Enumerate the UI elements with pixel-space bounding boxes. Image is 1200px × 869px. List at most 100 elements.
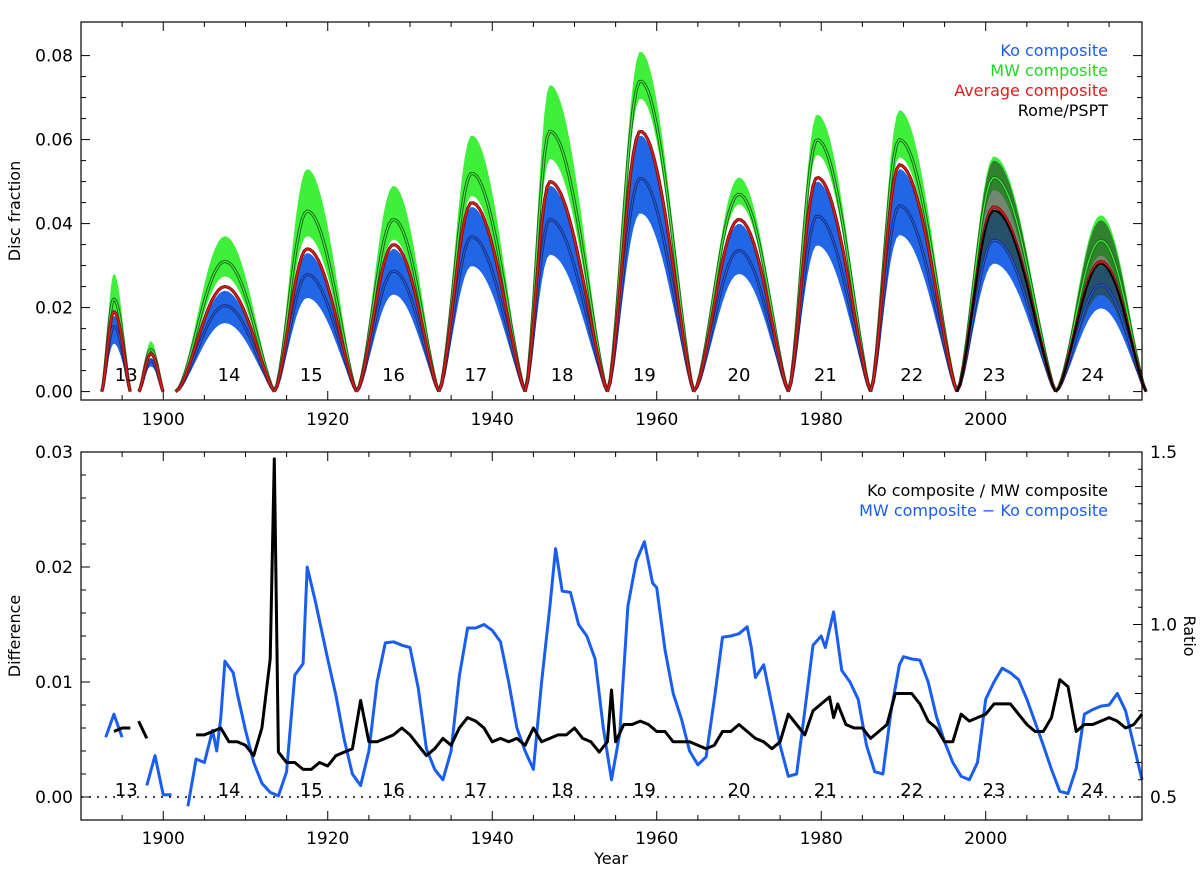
top-x-tick-label: 1920: [306, 410, 349, 430]
bottom-cycle-label: 24: [1081, 780, 1104, 801]
average-composite-line-inner: [100, 311, 131, 392]
mw-composite-line-inner: [693, 193, 789, 392]
difference-series-line: [145, 754, 172, 797]
bottom-y2-tick-label: 1.0: [1150, 616, 1177, 636]
bottom-x-axis-title: Year: [593, 849, 628, 868]
top-x-tick-label: 1980: [800, 410, 843, 430]
top-cycle-label: 15: [300, 365, 323, 386]
mw-composite-band: [175, 236, 275, 392]
ko-composite-line-inner: [524, 218, 608, 392]
top-y-tick-label: 0.02: [35, 299, 73, 319]
top-x-tick-label: 1900: [142, 410, 185, 430]
legend-ratio: Ko composite / MW composite: [867, 481, 1108, 500]
mw-composite-line-inner: [438, 172, 526, 392]
bottom-cycle-label: 22: [900, 780, 923, 801]
mw-composite-line-inner: [787, 139, 872, 392]
average-composite-line-inner: [438, 202, 526, 392]
top-cycle-label: 20: [728, 365, 751, 386]
average-composite-line-inner: [175, 285, 275, 393]
bottom-cycle-label: 13: [115, 780, 138, 801]
ko-composite-band: [356, 249, 439, 392]
bottom-x-tick-label: 1960: [635, 829, 678, 849]
top-x-tick-label: 1940: [471, 410, 514, 430]
bottom-y-axis-title: Difference: [5, 595, 24, 677]
bottom-legend: Ko composite / MW composite MW composite…: [859, 481, 1108, 520]
ko-composite-line-inner: [693, 250, 789, 392]
ko-composite-line-inner: [438, 236, 526, 392]
top-cycle-label: 21: [814, 365, 837, 386]
top-y-tick-label: 0.00: [35, 383, 73, 403]
average-composite-line-inner: [693, 218, 789, 392]
bottom-plot-area: 13 14 15 16 17 18 19 20 21 22 23 24: [81, 457, 1144, 807]
top-cycle-label: 18: [551, 365, 574, 386]
bottom-y-tick-label: 0.02: [35, 558, 73, 578]
bottom-ticks: 1900 1920 1940 1960 1980 20000.000.010.020.03…: [35, 443, 1177, 849]
legend-rome-pspt: Rome/PSPT: [1018, 101, 1108, 120]
ko-composite-line-inner: [1055, 284, 1147, 392]
average-composite-line-inner: [273, 248, 358, 392]
ko-composite-line-inner: [787, 215, 872, 392]
average-composite-line: [523, 180, 609, 393]
top-plot-area: 13 14 15 16 17 18 19 20 21 22 23 24: [100, 51, 1148, 393]
bottom-cycle-label: 17: [464, 780, 487, 801]
bottom-cycle-label: 15: [300, 780, 323, 801]
bottom-x-tick-label: 1980: [800, 829, 843, 849]
difference-series-line: [104, 712, 124, 738]
bottom-y-tick-label: 0.00: [35, 788, 73, 808]
ratio-series-line: [137, 720, 149, 740]
top-cycle-label: 13: [115, 365, 138, 386]
mw-composite-line-inner: [956, 177, 1057, 392]
rome-pspt-line: [955, 209, 1057, 393]
ko-composite-line-inner: [956, 239, 1057, 392]
top-ticks: 1900 1920 1940 1960 1980 20000.000.020.040.06…: [35, 22, 1142, 430]
mw-composite-band: [693, 177, 789, 392]
bottom-x-tick-label: 1900: [142, 829, 185, 849]
mw-composite-line-inner: [606, 80, 695, 392]
ko-composite-band: [175, 290, 275, 392]
mw-composite-line: [692, 192, 790, 393]
bottom-y-tick-label: 0.01: [35, 673, 73, 693]
bottom-panel: 13 14 15 16 17 18 19 20 21 22 23 24 1900 1920 1940 196…: [5, 443, 1199, 868]
mw-composite-band: [356, 186, 439, 392]
top-y-axis-title: Disc fraction: [5, 161, 24, 261]
ko-composite-line-inner: [175, 305, 275, 393]
rome-pspt-line: [1054, 263, 1148, 393]
bottom-y2-axis-title: Ratio: [1180, 615, 1199, 656]
top-cycle-label: 22: [900, 365, 923, 386]
top-x-tick-label: 1960: [635, 410, 678, 430]
ko-composite-band: [525, 185, 608, 392]
top-cycle-label: 23: [983, 365, 1006, 386]
ko-composite-line-inner: [273, 274, 357, 392]
legend-mw-composite: MW composite: [990, 61, 1108, 80]
top-legend: Ko composite MW composite Average compos…: [954, 41, 1108, 120]
legend-difference: MW composite − Ko composite: [859, 501, 1108, 520]
mw-composite-line-inner: [175, 260, 275, 393]
average-composite-line-inner: [138, 353, 164, 393]
top-panel: 13 14 15 16 17 18 19 20 21 22 23 24 1900 1920 1940 196…: [5, 21, 1148, 430]
ko-composite-line-inner: [356, 270, 440, 392]
top-y-tick-label: 0.06: [35, 131, 73, 151]
top-x-tick-label: 2000: [964, 410, 1007, 430]
top-cycle-label: 14: [218, 365, 241, 386]
rome-pspt-band: [956, 160, 1056, 392]
legend-ko-composite: Ko composite: [1000, 41, 1108, 60]
top-y-tick-label: 0.04: [35, 215, 73, 235]
average-composite-line-inner: [355, 244, 440, 392]
mw-composite-line-inner: [355, 219, 440, 392]
top-cycle-label: 17: [464, 365, 487, 386]
bottom-cycle-label: 20: [728, 780, 751, 801]
ko-composite-band: [788, 181, 871, 392]
top-cycle-label: 19: [633, 365, 656, 386]
bottom-y2-tick-label: 0.5: [1150, 788, 1177, 808]
bottom-cycle-label: 16: [382, 780, 405, 801]
mw-composite-band: [525, 85, 608, 392]
top-cycle-label: 24: [1081, 365, 1104, 386]
top-cycle-label: 16: [382, 365, 405, 386]
bottom-cycle-label: 14: [218, 780, 241, 801]
top-y-tick-label: 0.08: [35, 47, 73, 67]
mw-composite-band: [438, 135, 526, 392]
legend-average-composite: Average composite: [954, 81, 1108, 100]
bottom-y2-tick-label: 1.5: [1150, 443, 1177, 463]
bottom-cycle-label: 18: [551, 780, 574, 801]
